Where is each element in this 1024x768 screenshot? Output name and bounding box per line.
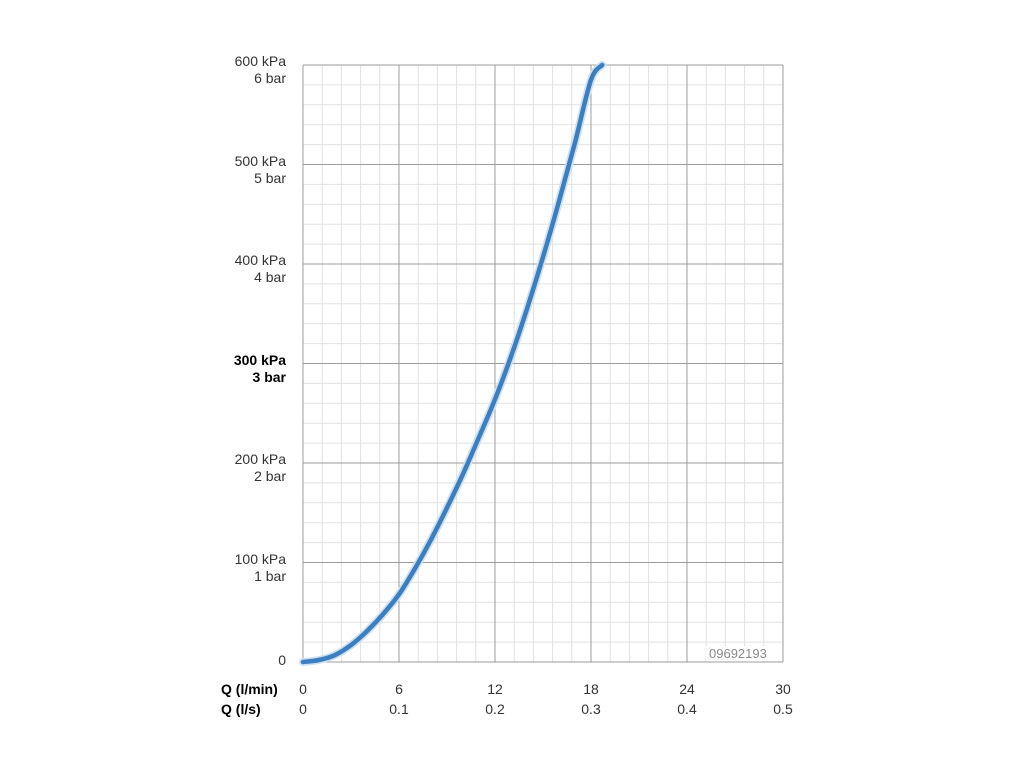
y-tick-kpa: 400 kPa (234, 252, 286, 268)
x-tick-lmin: 6 (395, 681, 403, 697)
x-tick-ls: 0.3 (581, 701, 601, 717)
y-tick-label: 300 kPa 3 bar (234, 352, 286, 386)
y-tick-bar: 3 bar (252, 368, 286, 385)
y-tick-bar: 5 bar (254, 169, 286, 186)
y-tick-label: 100 kPa 1 bar (235, 551, 286, 585)
x-tick-ls: 0.2 (485, 701, 505, 717)
y-tick-kpa: 200 kPa (234, 451, 286, 467)
y-tick-bar: 2 bar (254, 468, 286, 484)
chart-code-label: 09692193 (706, 646, 770, 661)
x-tick-ls: 0 (299, 701, 307, 717)
y-tick-kpa: 300 kPa (233, 351, 286, 368)
x-axis-title-lmin: Q (l/min) (221, 681, 278, 697)
y-tick-kpa: 0 (278, 652, 286, 668)
y-tick-kpa: 600 kPa (234, 53, 286, 69)
x-tick-lmin: 30 (775, 681, 791, 697)
major-grid (302, 64, 784, 663)
y-tick-bar: 6 bar (254, 70, 286, 86)
x-tick-ls: 0.4 (677, 701, 697, 717)
x-tick-lmin: 12 (487, 681, 503, 697)
y-tick-label: 0 (278, 652, 286, 669)
y-tick-label: 500 kPa 5 bar (235, 153, 286, 187)
y-tick-bar: 1 bar (254, 567, 286, 584)
x-axis-title-ls: Q (l/s) (221, 701, 261, 717)
x-tick-ls: 0.1 (389, 701, 409, 717)
x-tick-lmin: 24 (679, 681, 695, 697)
y-tick-label: 200 kPa 2 bar (235, 451, 286, 485)
y-tick-label: 600 kPa 6 bar (235, 53, 286, 87)
x-tick-lmin: 18 (583, 681, 599, 697)
y-tick-bar: 4 bar (254, 269, 286, 285)
y-tick-kpa: 500 kPa (234, 152, 286, 169)
y-tick-label: 400 kPa 4 bar (235, 252, 286, 286)
y-tick-kpa: 100 kPa (234, 550, 286, 567)
x-tick-ls: 0.5 (773, 701, 793, 717)
pressure-curve (300, 62, 605, 665)
series-layer (299, 61, 607, 666)
x-tick-lmin: 0 (299, 681, 307, 697)
